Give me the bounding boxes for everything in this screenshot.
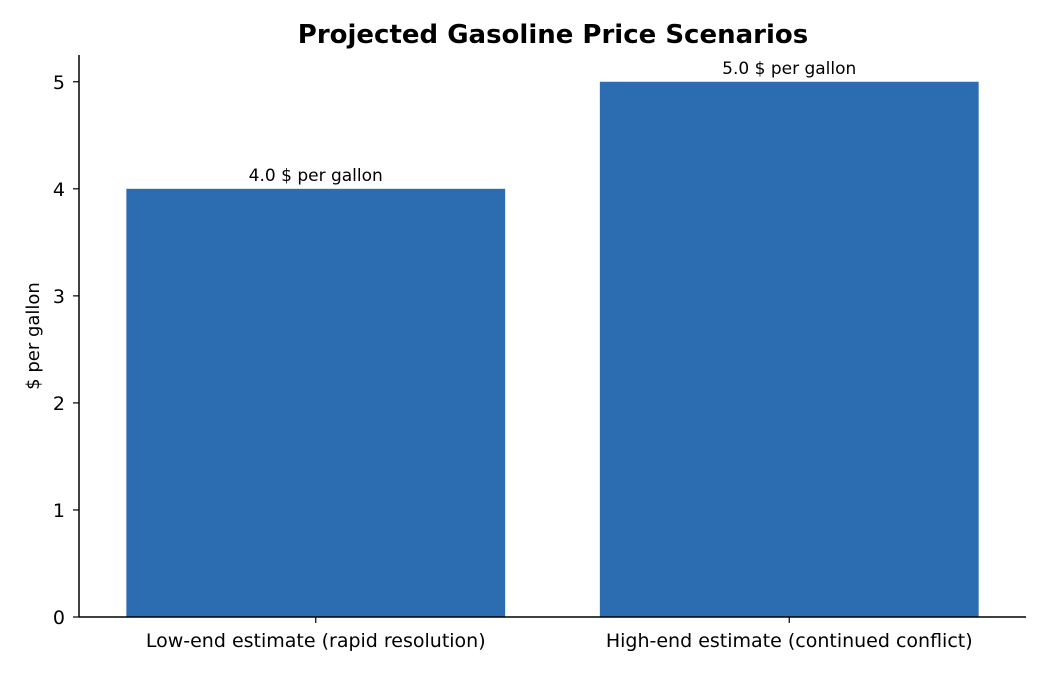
bar-value-label-1: 5.0 $ per gallon: [722, 59, 856, 79]
x-tick-label-1: High-end estimate (continued conflict): [606, 630, 973, 652]
bar-1: [599, 81, 979, 617]
bars-layer: [126, 81, 979, 618]
data-labels-layer: 4.0 $ per gallon 5.0 $ per gallon: [249, 59, 857, 186]
bar-value-label-0: 4.0 $ per gallon: [249, 166, 383, 186]
bar-0: [126, 188, 506, 618]
y-tick-label-0: 0: [53, 607, 65, 629]
chart-title: Projected Gasoline Price Scenarios: [298, 20, 808, 50]
x-tick-label-0: Low-end estimate (rapid resolution): [146, 630, 486, 652]
y-tick-label-3: 3: [53, 286, 65, 308]
y-tick-label-4: 4: [53, 179, 65, 201]
y-tick-label-2: 2: [53, 393, 65, 415]
y-tick-label-5: 5: [53, 72, 65, 94]
axes-layer: Low-end estimate (rapid resolution) High-…: [53, 55, 1026, 652]
y-axis-label: $ per gallon: [23, 282, 44, 390]
y-tick-label-1: 1: [53, 500, 65, 522]
